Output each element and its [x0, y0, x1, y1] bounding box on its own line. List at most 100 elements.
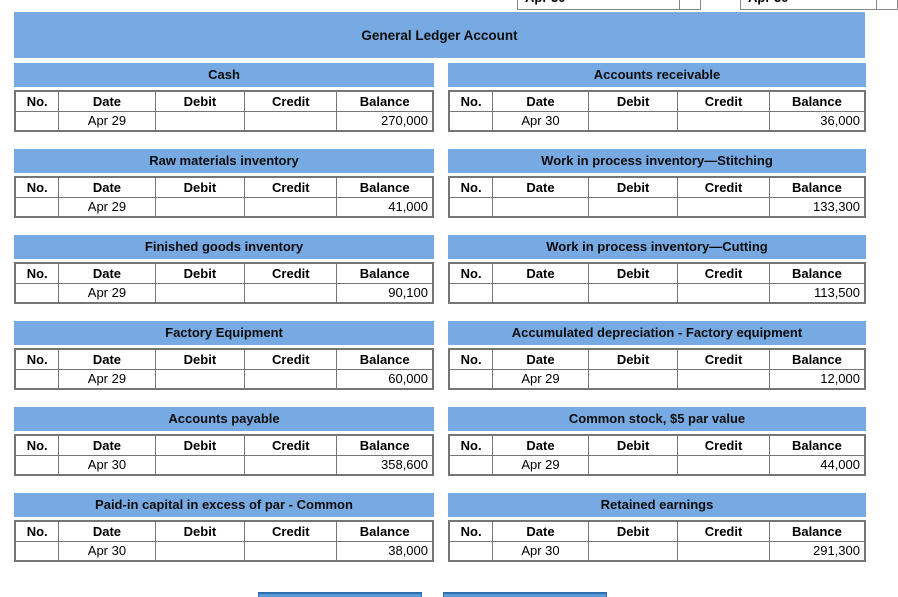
account-title: Cash: [14, 63, 434, 87]
ledger-grid: No. Date Debit Credit Balance Apr 30 36,…: [448, 90, 866, 132]
col-header-date: Date: [58, 520, 156, 542]
table-row: Apr 29 270,000: [14, 110, 434, 132]
col-header-balance: Balance: [336, 434, 434, 456]
cell-credit: [244, 196, 338, 218]
col-header-balance: Balance: [336, 520, 434, 542]
col-header-debit: Debit: [154, 520, 246, 542]
col-header-debit: Debit: [154, 434, 246, 456]
account-title: Common stock, $5 par value: [448, 407, 866, 431]
table-row: Apr 29 12,000: [448, 368, 866, 390]
bottom-nav-button-right[interactable]: [443, 592, 607, 597]
cell-debit: [587, 282, 679, 304]
cell-credit: [677, 196, 770, 218]
table-row: Apr 30 36,000: [448, 110, 866, 132]
cell-no: [14, 540, 60, 562]
cell-debit: [587, 110, 679, 132]
to-label: to:: [714, 0, 731, 3]
cell-credit: [677, 540, 770, 562]
cell-date: Apr 29: [58, 368, 156, 390]
ledger-grid: No. Date Debit Credit Balance Apr 29 60,…: [14, 348, 434, 390]
account-title: Paid-in capital in excess of par - Commo…: [14, 493, 434, 517]
col-header-no: No.: [14, 262, 60, 284]
chevron-down-icon: ▼: [686, 0, 695, 2]
date-from-arrow-box[interactable]: ▼: [679, 0, 700, 9]
col-header-balance: Balance: [768, 90, 866, 112]
header-row: No. Date Debit Credit Balance: [14, 348, 434, 370]
table-row: 113,500: [448, 282, 866, 304]
col-header-credit: Credit: [244, 348, 338, 370]
col-header-date: Date: [492, 262, 589, 284]
col-header-no: No.: [14, 520, 60, 542]
cell-no: [14, 110, 60, 132]
col-header-no: No.: [448, 348, 494, 370]
cell-no: [14, 454, 60, 476]
table-row: Apr 30 358,600: [14, 454, 434, 476]
ledger-grid: No. Date Debit Credit Balance Apr 29 41,…: [14, 176, 434, 218]
cell-no: [448, 282, 494, 304]
col-header-date: Date: [58, 176, 156, 198]
col-header-date: Date: [492, 90, 589, 112]
date-from-value: Apr 30: [518, 0, 679, 5]
cell-debit: [587, 368, 679, 390]
account-title: Work in process inventory—Stitching: [448, 149, 866, 173]
ledger-table-accumulated-depreciation: Accumulated depreciation - Factory equip…: [448, 321, 866, 390]
dates-label: Dates:: [458, 0, 498, 3]
col-header-balance: Balance: [336, 262, 434, 284]
ledger-grid: No. Date Debit Credit Balance Apr 29 90,…: [14, 262, 434, 304]
cell-debit: [587, 196, 679, 218]
col-header-credit: Credit: [677, 90, 770, 112]
cell-date: Apr 30: [58, 540, 156, 562]
cell-balance: 270,000: [336, 110, 434, 132]
cell-balance: 12,000: [768, 368, 866, 390]
date-to-arrow-box[interactable]: ▼: [876, 0, 897, 9]
col-header-balance: Balance: [768, 520, 866, 542]
cell-date: Apr 29: [58, 110, 156, 132]
header-row: No. Date Debit Credit Balance: [448, 176, 866, 198]
col-header-credit: Credit: [244, 262, 338, 284]
col-header-debit: Debit: [154, 90, 246, 112]
header-row: No. Date Debit Credit Balance: [14, 520, 434, 542]
cell-credit: [244, 282, 338, 304]
ledger-table-accounts-receivable: Accounts receivable No. Date Debit Credi…: [448, 63, 866, 132]
ledger-grid: No. Date Debit Credit Balance Apr 29 270…: [14, 90, 434, 132]
ledger-table-retained-earnings: Retained earnings No. Date Debit Credit …: [448, 493, 866, 562]
col-header-no: No.: [14, 348, 60, 370]
col-header-balance: Balance: [768, 262, 866, 284]
page-title: General Ledger Account: [14, 12, 865, 58]
cell-debit: [154, 196, 246, 218]
ledger-grid: No. Date Debit Credit Balance Apr 30 38,…: [14, 520, 434, 562]
cell-no: [448, 368, 494, 390]
col-header-balance: Balance: [336, 176, 434, 198]
col-header-balance: Balance: [768, 176, 866, 198]
cell-credit: [677, 282, 770, 304]
bottom-nav-button-left[interactable]: [258, 592, 422, 597]
cell-date: Apr 30: [492, 540, 589, 562]
cell-debit: [154, 282, 246, 304]
cell-credit: [244, 368, 338, 390]
cell-credit: [677, 110, 770, 132]
col-header-date: Date: [492, 176, 589, 198]
cell-balance: 113,500: [768, 282, 866, 304]
cell-balance: 90,100: [336, 282, 434, 304]
cell-debit: [154, 110, 246, 132]
table-row: Apr 29 44,000: [448, 454, 866, 476]
col-header-credit: Credit: [244, 90, 338, 112]
col-header-credit: Credit: [677, 434, 770, 456]
account-title: Work in process inventory—Cutting: [448, 235, 866, 259]
cell-no: [14, 368, 60, 390]
cell-date: Apr 30: [492, 110, 589, 132]
ledger-table-accounts-payable: Accounts payable No. Date Debit Credit B…: [14, 407, 434, 476]
cell-debit: [587, 540, 679, 562]
col-header-date: Date: [58, 90, 156, 112]
col-header-credit: Credit: [677, 262, 770, 284]
col-header-balance: Balance: [336, 90, 434, 112]
ledger-table-paid-in-capital: Paid-in capital in excess of par - Commo…: [14, 493, 434, 562]
cell-balance: 41,000: [336, 196, 434, 218]
col-header-debit: Debit: [587, 520, 679, 542]
table-row: Apr 30 38,000: [14, 540, 434, 562]
col-header-balance: Balance: [768, 348, 866, 370]
date-to-select[interactable]: Apr 30 ▼: [740, 0, 898, 10]
header-row: No. Date Debit Credit Balance: [14, 262, 434, 284]
date-from-select[interactable]: Apr 30 ▼: [517, 0, 701, 10]
ledger-grid: No. Date Debit Credit Balance Apr 30 358…: [14, 434, 434, 476]
